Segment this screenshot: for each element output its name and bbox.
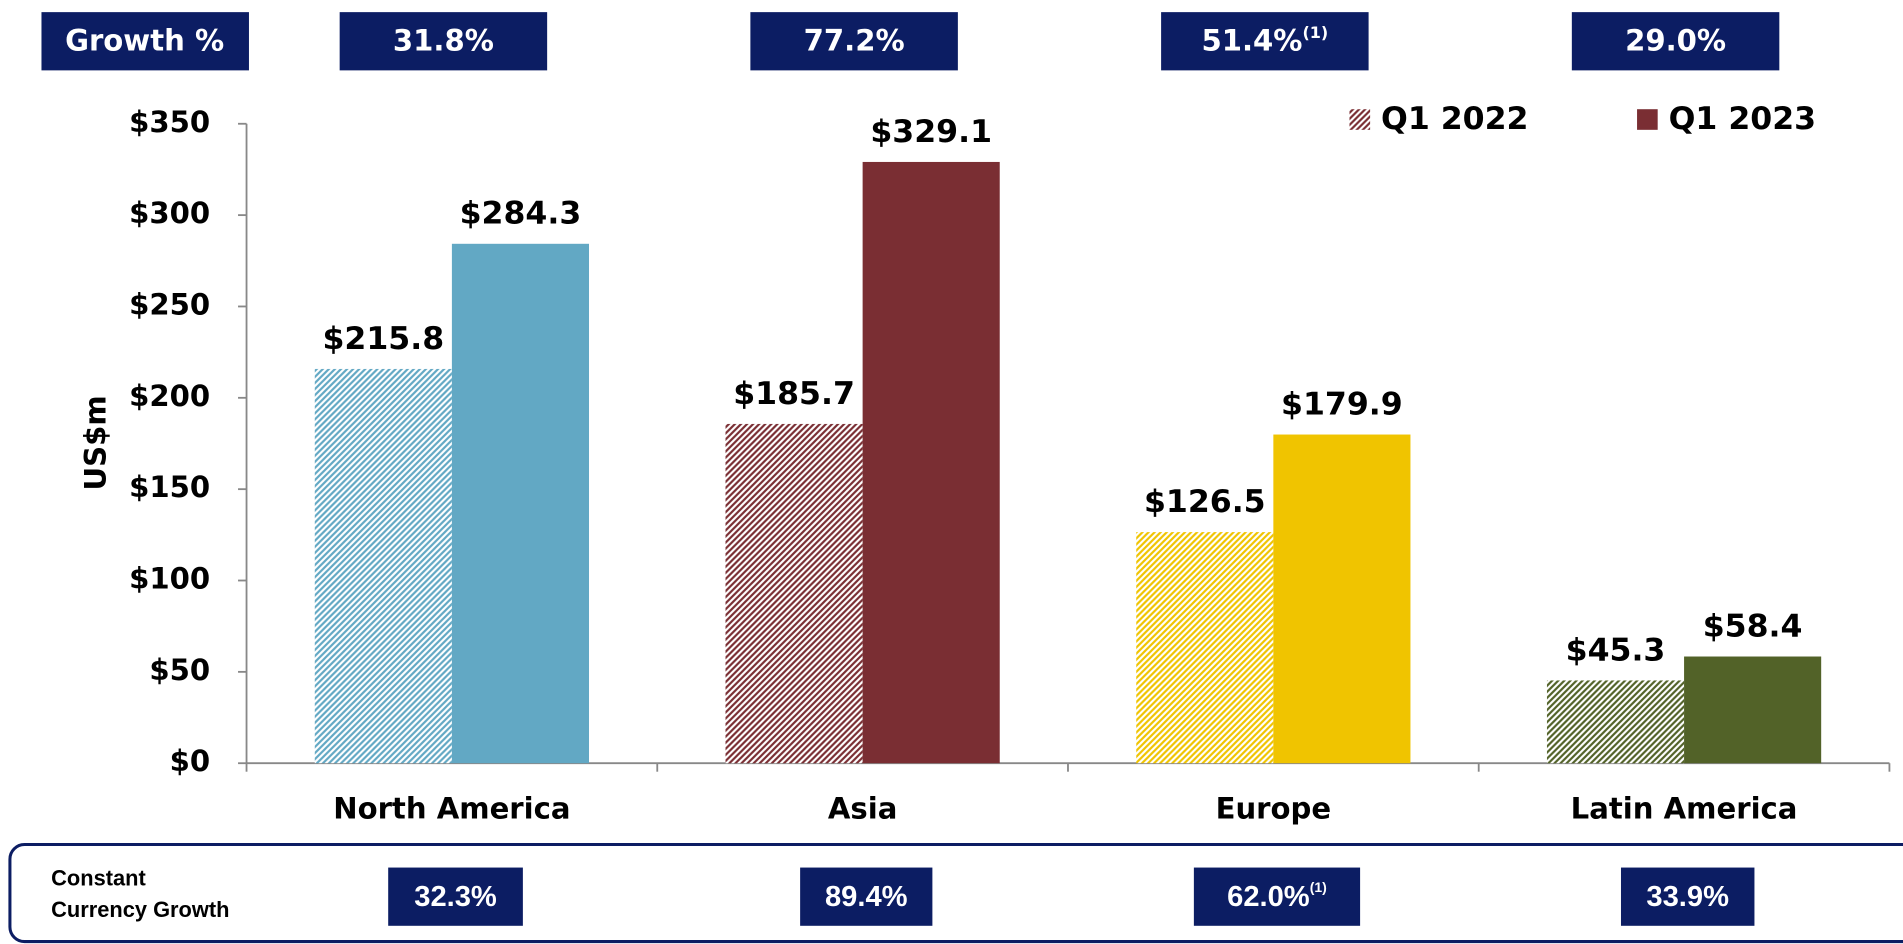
bar xyxy=(725,423,863,764)
bar xyxy=(451,243,590,764)
box-note: (1) xyxy=(1302,22,1328,41)
value-box-text: 33.9% xyxy=(1646,881,1729,913)
value-box-text: 29.0% xyxy=(1625,23,1726,57)
value-label: $58.4 xyxy=(1703,608,1803,644)
box-value: 62.0% xyxy=(1227,881,1310,913)
value-box xyxy=(800,867,933,926)
value-box xyxy=(339,12,548,71)
legend-label: Q1 2022 xyxy=(1381,101,1528,137)
box-value: 31.8% xyxy=(393,23,494,57)
y-tick-label: $50 xyxy=(149,653,210,687)
growth-title-box xyxy=(41,12,249,71)
y-tick-label: $0 xyxy=(170,744,211,778)
box-value: 89.4% xyxy=(825,881,908,913)
box-value: 51.4% xyxy=(1201,23,1302,57)
value-box xyxy=(388,867,523,926)
value-box xyxy=(1161,12,1369,71)
bar xyxy=(1273,434,1411,764)
value-box xyxy=(1571,12,1780,71)
box-note: (1) xyxy=(1310,879,1327,895)
value-box-text: 32.3% xyxy=(414,881,497,913)
box-value: 32.3% xyxy=(414,881,497,913)
bar xyxy=(1136,532,1274,764)
value-label: $126.5 xyxy=(1144,484,1266,520)
value-box-text: 31.8% xyxy=(393,23,494,57)
value-box xyxy=(1193,867,1361,926)
box-value: 77.2% xyxy=(804,23,905,57)
growth-title: Growth % xyxy=(65,23,224,57)
y-tick-label: $200 xyxy=(129,379,210,413)
box-value: 29.0% xyxy=(1625,23,1726,57)
x-tick-label: North America xyxy=(333,792,570,826)
value-label: $215.8 xyxy=(322,321,444,357)
y-tick-label: $100 xyxy=(129,562,210,596)
y-tick-label: $350 xyxy=(129,105,210,139)
bar xyxy=(862,161,1000,764)
x-tick-label: Asia xyxy=(828,792,897,826)
box-value: 33.9% xyxy=(1646,881,1729,913)
y-tick-label: $250 xyxy=(129,287,210,321)
constant-currency-frame xyxy=(8,842,1903,944)
value-label: $185.7 xyxy=(733,376,855,412)
y-tick-label: $300 xyxy=(129,196,210,230)
bar xyxy=(1546,680,1685,764)
value-label: $45.3 xyxy=(1566,632,1666,668)
legend-swatch xyxy=(1349,109,1371,130)
cc-title: Constant xyxy=(51,865,146,890)
value-box-text: 51.4%(1) xyxy=(1201,22,1328,57)
x-tick-label: Latin America xyxy=(1571,792,1798,826)
y-tick-label: $150 xyxy=(129,470,210,504)
legend-swatch xyxy=(1637,109,1658,130)
x-tick-label: Europe xyxy=(1216,792,1332,826)
value-box xyxy=(750,12,958,71)
value-box-text: 89.4% xyxy=(825,881,908,913)
legend-label: Q1 2023 xyxy=(1669,101,1816,137)
value-box-text: 77.2% xyxy=(804,23,905,57)
value-label: $329.1 xyxy=(870,114,992,150)
value-label: $284.3 xyxy=(460,196,582,232)
bar xyxy=(314,368,452,764)
y-axis-label: US$m xyxy=(78,395,112,490)
cc-title: Currency Growth xyxy=(51,897,229,922)
bar xyxy=(1684,656,1822,764)
value-box xyxy=(1620,867,1755,926)
value-label: $179.9 xyxy=(1281,386,1403,422)
value-box-text: 62.0%(1) xyxy=(1227,879,1327,913)
